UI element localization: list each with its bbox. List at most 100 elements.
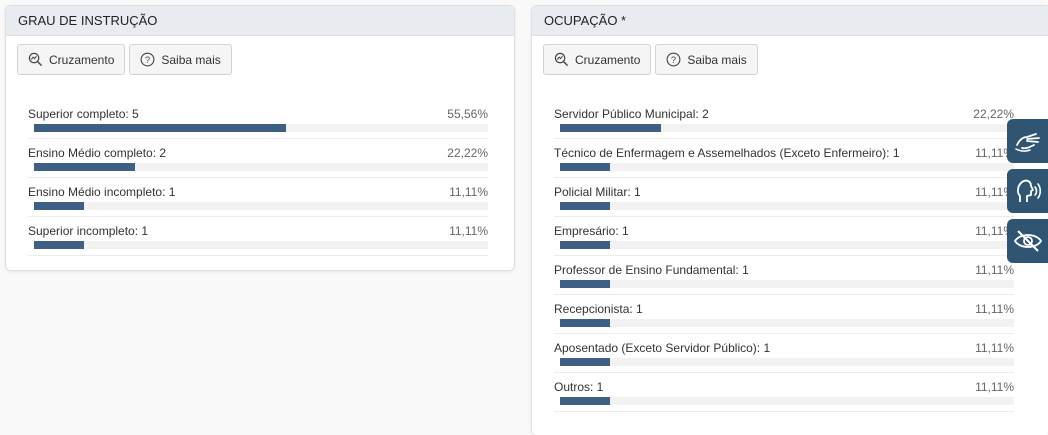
- occupation-panel: OCUPAÇÃO * Cruzamento ? Saiba mais Servi…: [531, 5, 1048, 435]
- saiba-mais-button[interactable]: ? Saiba mais: [655, 44, 758, 75]
- progress-track: [34, 124, 488, 132]
- progress-bar: [34, 163, 135, 171]
- item-percent: 11,11%: [975, 380, 1014, 394]
- svg-text:?: ?: [145, 55, 150, 65]
- panel-title: GRAU DE INSTRUÇÃO: [6, 6, 514, 36]
- list-item-header: Recepcionista: 1 11,11%: [554, 295, 1014, 316]
- progress-track: [560, 241, 1014, 249]
- item-label: Empresário: 1: [554, 224, 629, 238]
- sign-language-icon: [1014, 133, 1040, 152]
- list-item-header: Policial Militar: 1 11,11%: [554, 178, 1014, 199]
- item-label: Superior incompleto: 1: [28, 224, 149, 238]
- item-label: Servidor Público Municipal: 2: [554, 107, 709, 121]
- progress-bar: [560, 319, 611, 327]
- education-list: Superior completo: 5 55,56% Ensino Médio c…: [28, 100, 488, 256]
- progress-bar: [560, 397, 611, 405]
- list-item-header: Servidor Público Municipal: 2 22,22%: [554, 100, 1014, 121]
- list-item-header: Ensino Médio completo: 2 22,22%: [28, 139, 488, 160]
- high-contrast-icon: [1013, 230, 1042, 252]
- list-item: Recepcionista: 1 11,11%: [554, 295, 1014, 334]
- help-icon: ?: [666, 52, 681, 67]
- item-percent: 11,11%: [975, 263, 1014, 277]
- progress-bar: [560, 124, 661, 132]
- list-item-header: Professor de Ensino Fundamental: 1 11,11%: [554, 256, 1014, 277]
- list-item-header: Aposentado (Exceto Servidor Público): 1 1…: [554, 334, 1014, 355]
- list-item-header: Superior completo: 5 55,56%: [28, 100, 488, 121]
- list-item: Empresário: 1 11,11%: [554, 217, 1014, 256]
- panel-toolbar: Cruzamento ? Saiba mais: [17, 44, 514, 76]
- saiba-mais-button[interactable]: ? Saiba mais: [129, 44, 232, 75]
- item-percent: 11,11%: [975, 341, 1014, 355]
- progress-track: [560, 319, 1014, 327]
- progress-track: [560, 163, 1014, 171]
- progress-track: [560, 124, 1014, 132]
- list-item: Ensino Médio incompleto: 1 11,11%: [28, 178, 488, 217]
- sign-language-button[interactable]: [1007, 119, 1048, 163]
- saiba-mais-label: Saiba mais: [161, 52, 221, 67]
- progress-track: [560, 202, 1014, 210]
- progress-bar: [560, 280, 611, 288]
- help-icon: ?: [140, 52, 155, 67]
- item-label: Ensino Médio completo: 2: [28, 146, 167, 160]
- item-percent: 11,11%: [975, 146, 1014, 160]
- progress-bar: [34, 124, 287, 132]
- list-item: Ensino Médio completo: 2 22,22%: [28, 139, 488, 178]
- progress-track: [560, 280, 1014, 288]
- cruzamento-button[interactable]: Cruzamento: [17, 44, 126, 75]
- cruzamento-label: Cruzamento: [575, 52, 641, 67]
- list-item: Superior incompleto: 1 11,11%: [28, 217, 488, 256]
- list-item-header: Empresário: 1 11,11%: [554, 217, 1014, 238]
- list-item: Aposentado (Exceto Servidor Público): 1 1…: [554, 334, 1014, 373]
- item-percent: 22,22%: [447, 146, 488, 160]
- list-item-header: Outros: 1 11,11%: [554, 373, 1014, 394]
- saiba-mais-label: Saiba mais: [687, 52, 747, 67]
- item-label: Policial Militar: 1: [554, 185, 641, 199]
- list-item-header: Superior incompleto: 1 11,11%: [28, 217, 488, 238]
- progress-bar: [560, 358, 611, 366]
- speech-icon: [1016, 179, 1041, 202]
- item-label: Técnico de Enfermagem e Assemelhados (Ex…: [554, 146, 900, 160]
- svg-text:?: ?: [671, 55, 676, 65]
- item-percent: 11,11%: [449, 224, 488, 238]
- progress-bar: [34, 202, 85, 210]
- cross-analysis-icon: [554, 52, 569, 67]
- progress-bar: [560, 202, 611, 210]
- list-item: Policial Militar: 1 11,11%: [554, 178, 1014, 217]
- panel-toolbar: Cruzamento ? Saiba mais: [543, 44, 1048, 76]
- cross-analysis-icon: [28, 52, 43, 67]
- progress-track: [34, 202, 488, 210]
- item-percent: 11,11%: [449, 185, 488, 199]
- list-item: Outros: 1 11,11%: [554, 373, 1014, 412]
- item-label: Superior completo: 5: [28, 107, 139, 121]
- progress-bar: [560, 241, 611, 249]
- list-item: Servidor Público Municipal: 2 22,22%: [554, 100, 1014, 139]
- item-percent: 11,11%: [975, 224, 1014, 238]
- item-percent: 11,11%: [975, 302, 1014, 316]
- education-panel: GRAU DE INSTRUÇÃO Cruzamento ? Saiba mai…: [5, 5, 515, 271]
- occupation-list: Servidor Público Municipal: 2 22,22% Técni…: [554, 100, 1014, 412]
- list-item: Técnico de Enfermagem e Assemelhados (Ex…: [554, 139, 1014, 178]
- item-label: Aposentado (Exceto Servidor Público): 1: [554, 341, 771, 355]
- progress-track: [34, 241, 488, 249]
- cruzamento-label: Cruzamento: [49, 52, 115, 67]
- item-label: Outros: 1: [554, 380, 604, 394]
- progress-track: [560, 358, 1014, 366]
- list-item-header: Técnico de Enfermagem e Assemelhados (Ex…: [554, 139, 1014, 160]
- item-percent: 55,56%: [447, 107, 488, 121]
- item-percent: 11,11%: [975, 185, 1014, 199]
- item-percent: 22,22%: [973, 107, 1014, 121]
- cruzamento-button[interactable]: Cruzamento: [543, 44, 652, 75]
- item-label: Ensino Médio incompleto: 1: [28, 185, 176, 199]
- progress-bar: [34, 241, 85, 249]
- speech-button[interactable]: [1007, 169, 1048, 213]
- progress-track: [560, 397, 1014, 405]
- item-label: Professor de Ensino Fundamental: 1: [554, 263, 749, 277]
- list-item-header: Ensino Médio incompleto: 1 11,11%: [28, 178, 488, 199]
- progress-track: [34, 163, 488, 171]
- list-item: Superior completo: 5 55,56%: [28, 100, 488, 139]
- panel-title: OCUPAÇÃO *: [532, 6, 1048, 36]
- progress-bar: [560, 163, 611, 171]
- item-label: Recepcionista: 1: [554, 302, 643, 316]
- high-contrast-button[interactable]: [1007, 219, 1048, 263]
- list-item: Professor de Ensino Fundamental: 1 11,11%: [554, 256, 1014, 295]
